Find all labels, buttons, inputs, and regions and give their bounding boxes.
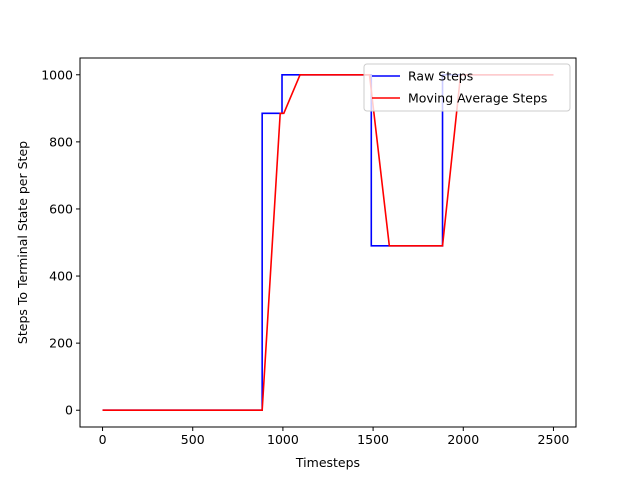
y-tick-label: 800: [49, 134, 73, 149]
x-tick-label: 500: [181, 432, 205, 447]
legend: Raw Steps Moving Average Steps: [363, 63, 571, 112]
x-tick-label: 1500: [357, 432, 389, 447]
plot-area: [80, 58, 576, 427]
y-tick-label: 400: [49, 269, 73, 284]
x-axis-label: Timesteps: [295, 455, 360, 470]
legend-label-raw-steps: Raw Steps: [408, 69, 473, 84]
y-tick-label: 200: [49, 336, 73, 351]
series-line-moving-average-steps: [102, 73, 554, 412]
legend-box: [363, 63, 571, 112]
y-axis-label: Steps To Terminal State per Step: [15, 141, 30, 344]
x-tick-label: 2000: [447, 432, 479, 447]
legend-label-moving-average-steps: Moving Average Steps: [408, 91, 547, 106]
x-tick-label: 2500: [538, 432, 570, 447]
y-axis: 0 200 400 600 800 1000: [41, 67, 80, 418]
series-layer: [102, 73, 554, 412]
plot-frame: [79, 57, 577, 428]
x-tick-label: 0: [99, 432, 107, 447]
x-tick-label: 1000: [267, 432, 299, 447]
y-tick-label: 1000: [41, 67, 73, 82]
y-tick-label: 0: [65, 403, 73, 418]
x-axis: 0 500 1000 1500 2000 2500: [99, 427, 570, 447]
y-tick-label: 600: [49, 201, 73, 216]
